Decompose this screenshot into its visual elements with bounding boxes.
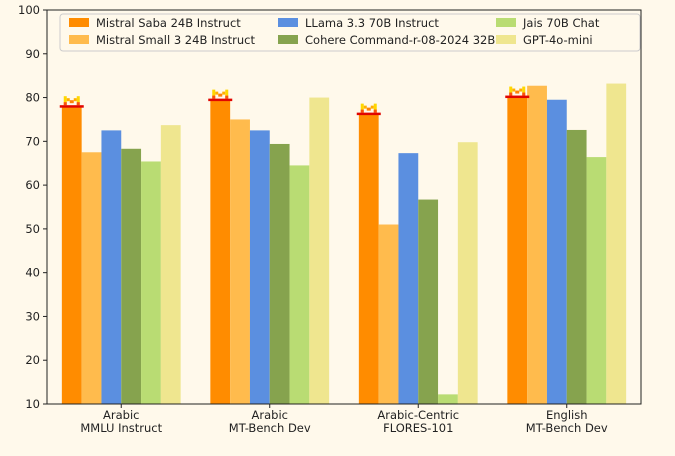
bar	[309, 97, 330, 405]
bar	[141, 161, 161, 404]
logo-block	[366, 107, 371, 111]
logo-block	[509, 86, 513, 96]
logo-block	[522, 86, 526, 96]
legend-swatch	[278, 18, 298, 27]
bar	[81, 152, 102, 404]
y-tick-label: 20	[25, 353, 40, 367]
bar	[210, 100, 231, 405]
legend-swatch	[278, 35, 298, 44]
logo-block	[509, 92, 513, 96]
logo-block	[63, 102, 67, 106]
logo-base	[59, 105, 84, 108]
y-tick-label: 30	[25, 309, 40, 323]
logo-block	[66, 98, 70, 102]
legend-swatch	[496, 18, 516, 27]
y-tick-label: 100	[18, 3, 40, 17]
x-tick-label: MT-Bench Dev	[526, 421, 608, 435]
logo-block	[373, 109, 377, 113]
logo-block	[222, 91, 226, 95]
bar	[527, 85, 547, 404]
x-tick-label: Arabic	[103, 408, 139, 422]
bar	[378, 224, 399, 404]
legend-label: Mistral Saba 24B Instruct	[96, 16, 241, 30]
logo-block	[225, 89, 229, 99]
legend-swatch	[69, 35, 89, 44]
legend-label: Jais 70B Chat	[522, 16, 600, 30]
legend-label: LLama 3.3 70B Instruct	[305, 16, 439, 30]
legend-label: GPT-4o-mini	[523, 33, 593, 47]
legend-swatch	[496, 35, 516, 44]
x-tick-label: English	[546, 408, 588, 422]
legend: Mistral Saba 24B Instruct Mistral Small 3…	[59, 13, 641, 52]
legend-swatch	[69, 18, 89, 27]
logo-block	[360, 109, 364, 113]
bar	[61, 107, 82, 404]
logo-block	[512, 88, 516, 92]
bar	[438, 394, 458, 404]
logo-base	[356, 112, 381, 116]
logo-block	[225, 95, 229, 99]
bar	[457, 142, 478, 404]
logo-block	[373, 103, 377, 113]
bar	[289, 165, 310, 404]
legend-box	[59, 13, 641, 52]
legend-label: Cohere Command-r-08-2024 32B	[305, 33, 495, 47]
bar	[566, 129, 587, 404]
logo-block	[212, 89, 216, 99]
bar	[269, 143, 290, 404]
y-tick-label: 40	[25, 266, 40, 280]
y-tick-label: 50	[25, 222, 40, 236]
logo-block	[519, 88, 523, 92]
y-tick-label: 70	[25, 134, 40, 148]
logo-block	[515, 90, 520, 94]
logo-block	[212, 95, 216, 99]
logo-block	[215, 91, 219, 95]
logo-base	[208, 98, 233, 102]
bar	[606, 83, 627, 405]
logo-base	[505, 95, 530, 99]
logo-block	[218, 93, 223, 97]
logo-block	[360, 103, 364, 113]
y-tick-label: 80	[25, 91, 40, 105]
plot-frame	[46, 9, 642, 405]
bar	[249, 130, 270, 404]
logo-block	[522, 92, 526, 96]
y-tick-label: 10	[25, 397, 40, 411]
logo-block	[69, 100, 74, 104]
x-tick-label: MMLU Instruct	[80, 421, 162, 435]
bar	[230, 119, 250, 404]
bars-group	[61, 83, 627, 405]
logo-block	[370, 105, 374, 109]
logo-block	[76, 96, 80, 106]
bar	[546, 99, 567, 404]
bar	[586, 157, 607, 404]
bar	[398, 153, 419, 404]
logo-block	[73, 98, 77, 102]
y-tick-label: 90	[25, 47, 40, 61]
bar	[160, 125, 181, 404]
logo-block	[76, 102, 80, 106]
legend-label: Mistral Small 3 24B Instruct	[96, 33, 256, 47]
y-axis: 10 20 30 40 50 60 70 80 90 100	[18, 3, 47, 411]
bar	[358, 114, 379, 404]
bar	[507, 97, 528, 405]
mistral-logo-marker	[59, 96, 84, 108]
mistral-logo-marker	[208, 89, 233, 102]
mistral-logo-marker	[505, 86, 530, 99]
bar	[121, 148, 142, 404]
bar	[418, 199, 439, 404]
y-tick-label: 60	[25, 178, 40, 192]
logo-markers-group	[59, 86, 530, 116]
x-tick-label: FLORES-101	[383, 421, 453, 435]
x-tick-label: Arabic-Centric	[377, 408, 459, 422]
bar	[101, 130, 122, 404]
logo-block	[63, 96, 67, 106]
logo-block	[363, 105, 367, 109]
mistral-logo-marker	[356, 103, 381, 116]
x-tick-label: MT-Bench Dev	[229, 421, 311, 435]
x-tick-label: Arabic	[252, 408, 288, 422]
